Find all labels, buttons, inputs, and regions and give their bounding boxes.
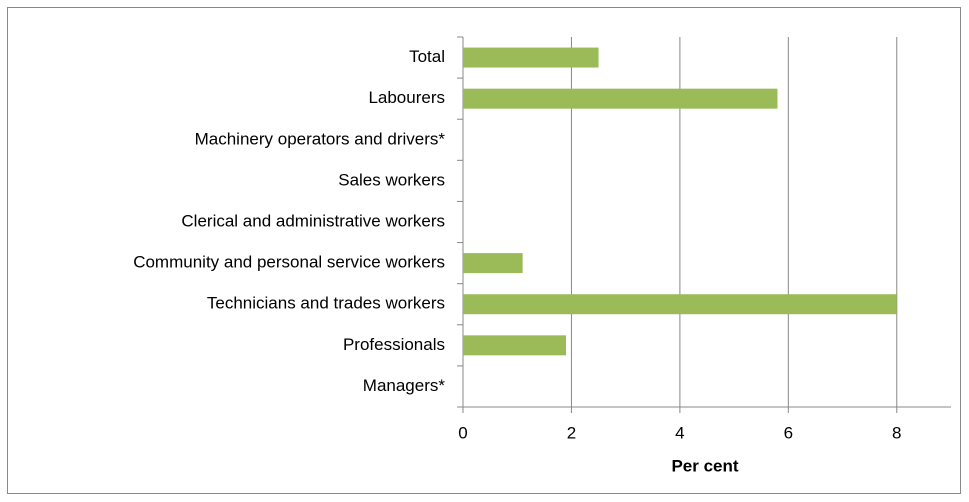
x-axis-label: Per cent: [671, 456, 738, 475]
bar: [463, 88, 778, 109]
y-tick-label: Managers*: [363, 376, 446, 395]
x-tick-label: 2: [567, 423, 576, 442]
x-tick-label: 8: [892, 423, 901, 442]
x-tick-label: 6: [784, 423, 793, 442]
bar: [463, 335, 567, 356]
bar: [463, 47, 599, 68]
y-tick-label: Professionals: [343, 335, 445, 354]
x-tick-label: 4: [675, 423, 684, 442]
y-tick-label: Clerical and administrative workers: [181, 211, 445, 230]
y-tick-label: Technicians and trades workers: [207, 294, 445, 313]
y-tick-label: Total: [409, 47, 445, 66]
bar: [463, 253, 523, 274]
y-tick-label: Labourers: [368, 88, 445, 107]
x-tick-label: 0: [458, 423, 467, 442]
y-tick-label: Sales workers: [338, 170, 445, 189]
bar: [463, 294, 897, 315]
y-tick-label: Machinery operators and drivers*: [195, 129, 446, 148]
chart-border: [7, 7, 961, 494]
y-tick-label: Community and personal service workers: [133, 253, 445, 272]
